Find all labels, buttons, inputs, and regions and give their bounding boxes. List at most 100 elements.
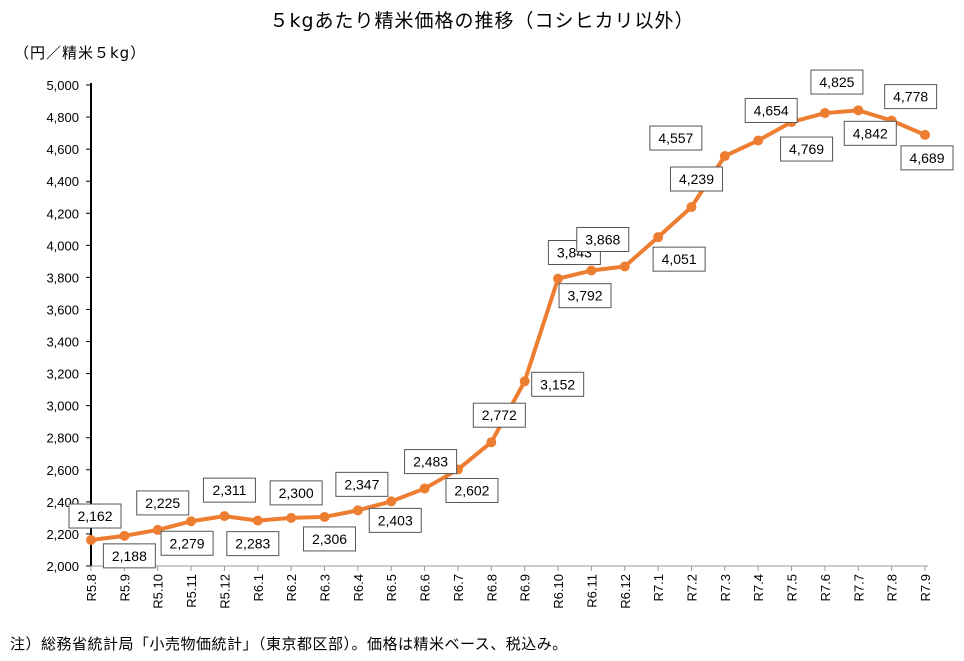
y-tick-label: 3,600 <box>46 302 79 317</box>
chart-title: ５kgあたり精米価格の推移（コシヒカリ以外） <box>269 10 695 32</box>
data-label-box <box>102 543 156 569</box>
y-tick-label: 4,800 <box>46 110 79 125</box>
data-label: 4,654 <box>754 102 789 118</box>
data-point <box>686 202 697 213</box>
data-point <box>286 512 297 523</box>
data-point <box>152 524 163 535</box>
data-label: 2,403 <box>378 512 413 528</box>
data-label: 3,868 <box>585 231 620 247</box>
x-tick-label: R5.11 <box>184 574 199 608</box>
data-point <box>753 135 764 146</box>
x-tick-label: R7.7 <box>851 574 866 601</box>
data-label: 3,152 <box>540 376 575 392</box>
data-label: 4,239 <box>679 171 714 187</box>
x-tick-label: R7.8 <box>885 574 900 601</box>
y-tick-label: 2,200 <box>46 527 79 542</box>
y-tick-label: 3,800 <box>46 270 79 285</box>
data-label-box <box>780 136 834 162</box>
x-tick-label: R7.1 <box>651 574 666 601</box>
data-point <box>553 273 564 284</box>
data-label: 2,306 <box>312 531 347 547</box>
data-label-box <box>472 402 526 428</box>
y-tick-label: 4,400 <box>46 174 79 189</box>
y-tick-label: 4,200 <box>46 206 79 221</box>
x-tick-label: R6.11 <box>584 574 599 608</box>
data-label-box <box>649 125 703 151</box>
data-label-box <box>303 526 357 552</box>
data-point <box>86 535 96 546</box>
data-label-box <box>744 97 798 123</box>
data-label-box <box>226 531 280 557</box>
data-point <box>819 108 830 119</box>
y-tick-label: 2,800 <box>46 431 79 446</box>
data-label: 4,842 <box>853 125 888 141</box>
data-label: 2,283 <box>235 536 270 552</box>
data-label: 2,300 <box>279 485 314 501</box>
data-label: 4,778 <box>893 89 928 105</box>
x-tick-label: R7.5 <box>785 574 800 601</box>
data-label: 2,602 <box>454 482 489 498</box>
data-label-box <box>558 283 612 309</box>
data-label: 4,051 <box>662 251 697 267</box>
x-tick-label: R6.3 <box>318 574 333 601</box>
y-tick-label: 3,000 <box>46 399 79 414</box>
data-label-box <box>404 449 458 475</box>
x-tick-label: R6.6 <box>418 574 433 601</box>
series-line <box>89 108 927 543</box>
data-label: 2,347 <box>344 476 379 492</box>
x-tick-label: R6.4 <box>351 574 366 601</box>
x-tick-label: R6.1 <box>251 574 266 601</box>
data-point <box>586 265 597 276</box>
source-note: 注）総務省統計局「小売物価統計」（東京都区部）。価格は精米ベース、税込み。 <box>10 635 568 653</box>
data-point <box>719 151 730 162</box>
x-tick-label: R7.6 <box>818 574 833 601</box>
y-tick-label: 5,000 <box>46 78 79 93</box>
data-label: 4,769 <box>789 141 824 157</box>
data-point <box>519 376 530 387</box>
x-tick-label: R5.8 <box>84 574 99 601</box>
data-label: 2,772 <box>482 407 517 423</box>
data-label-box <box>335 471 389 497</box>
x-tick-label: R6.9 <box>518 574 533 601</box>
data-point <box>252 515 263 526</box>
x-tick-label: R6.12 <box>618 574 633 609</box>
data-label-box <box>843 120 897 146</box>
y-tick-label: 3,400 <box>46 335 79 350</box>
data-label: 2,225 <box>145 495 180 511</box>
x-tick-label: R7.4 <box>751 574 766 601</box>
data-point <box>653 232 664 243</box>
y-tick-label: 3,200 <box>46 367 79 382</box>
data-label: 3,792 <box>568 288 603 304</box>
data-label-box <box>202 477 256 503</box>
y-tick-label: 2,000 <box>46 559 79 574</box>
data-label: 2,188 <box>112 548 147 564</box>
x-tick-label: R7.3 <box>718 574 733 601</box>
data-label: 4,689 <box>909 150 944 166</box>
data-label: 2,162 <box>77 508 112 524</box>
data-point <box>119 530 130 541</box>
data-label: 4,557 <box>658 130 693 146</box>
data-label: 2,279 <box>170 535 205 551</box>
x-tick-label: R6.5 <box>384 574 399 601</box>
x-tick-label: R7.2 <box>684 574 699 601</box>
data-label: 2,311 <box>212 482 246 498</box>
x-tick-label: R5.12 <box>217 574 232 609</box>
data-point <box>352 505 363 516</box>
data-label-box <box>669 166 723 192</box>
data-point <box>186 516 197 527</box>
data-point <box>920 129 930 140</box>
x-tick-label: R5.10 <box>151 574 166 609</box>
data-label-box <box>269 480 323 506</box>
x-tick-label: R7.9 <box>918 574 933 601</box>
data-label-box <box>368 507 422 533</box>
y-tick-label: 4,000 <box>46 238 79 253</box>
x-tick-label: R6.2 <box>284 574 299 601</box>
data-label-box <box>652 246 706 272</box>
data-label-box <box>900 145 954 171</box>
data-label-box <box>576 226 630 252</box>
y-tick-label: 2,600 <box>46 463 79 478</box>
x-tick-label: R6.8 <box>484 574 499 601</box>
data-label: 4,825 <box>819 74 854 90</box>
data-label: 2,483 <box>413 454 448 470</box>
